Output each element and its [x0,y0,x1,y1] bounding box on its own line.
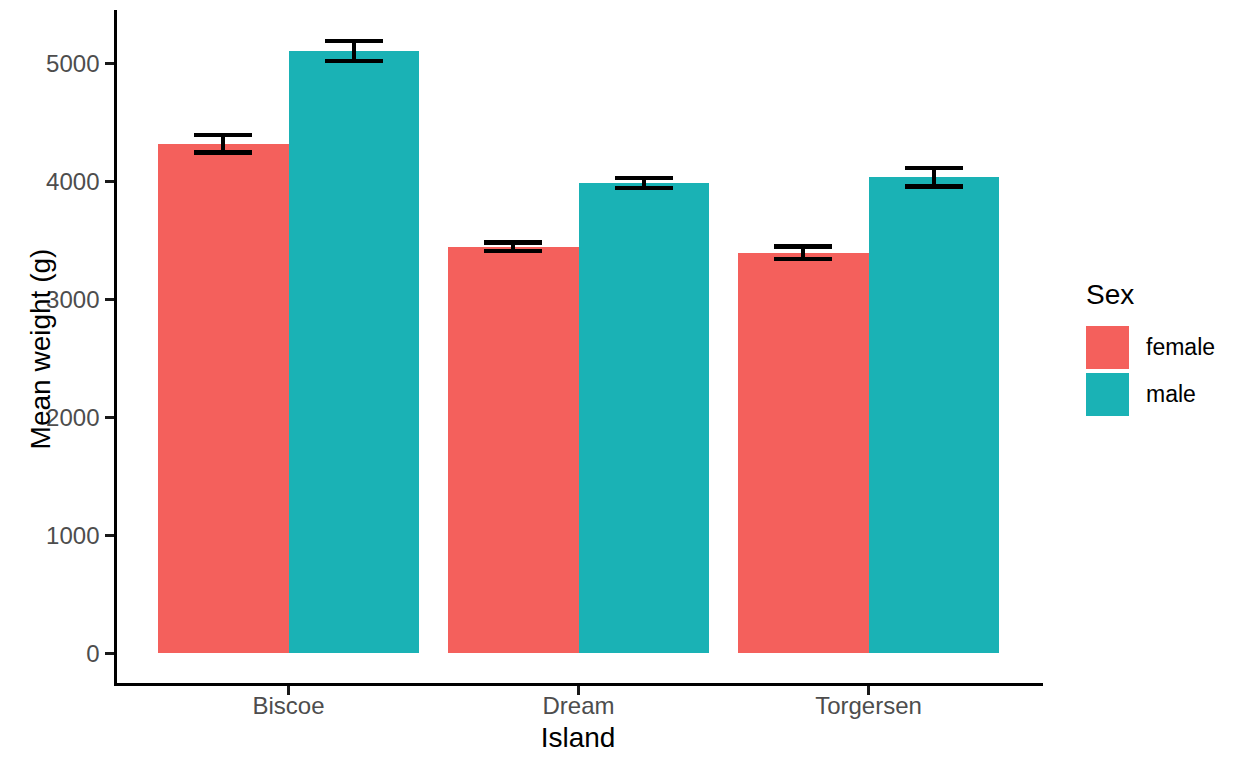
x-axis-line [114,683,1044,686]
errorbar-cap-torgersen-male [905,166,963,171]
bar-torgersen-female [738,253,869,654]
legend-label-female: female [1146,334,1215,361]
legend-swatch-female [1086,326,1129,369]
y-tick-mark [105,180,114,183]
y-axis-title: Mean weight (g) [25,234,57,464]
legend-item-female: female [1086,326,1248,369]
legend-item-male: male [1086,373,1248,416]
y-axis-line [114,10,117,686]
y-tick-label-0: 0 [28,642,100,666]
errorbar-cap-dream-female [484,240,542,245]
errorbar-cap-torgersen-male [905,184,963,189]
bar-torgersen-male [869,177,1000,653]
x-tick-label-torgersen: Torgersen [769,694,969,718]
y-tick-mark [105,534,114,537]
y-tick-mark [105,62,114,65]
y-tick-label-5000: 5000 [28,52,100,76]
errorbar-cap-torgersen-female [774,244,832,249]
legend-title: Sex [1086,279,1248,311]
y-tick-label-4000: 4000 [28,170,100,194]
x-tick-label-biscoe: Biscoe [189,694,389,718]
grouped-bar-chart: BiscoeDreamTorgersen01000200030004000500… [0,0,1248,768]
y-tick-mark [105,416,114,419]
errorbar-cap-biscoe-female [194,133,252,138]
errorbar-cap-biscoe-male [325,59,383,64]
legend-swatch-male [1086,373,1129,416]
errorbar-cap-biscoe-female [194,150,252,155]
bar-dream-female [448,247,579,654]
errorbar-cap-torgersen-female [774,257,832,262]
legend-label-male: male [1146,381,1196,408]
y-tick-label-1000: 1000 [28,524,100,548]
bar-dream-male [579,183,710,653]
bar-biscoe-male [289,51,420,653]
errorbar-cap-dream-female [484,249,542,254]
y-tick-mark [105,298,114,301]
x-tick-label-dream: Dream [479,694,679,718]
errorbar-cap-biscoe-male [325,39,383,44]
errorbar-cap-dream-male [615,176,673,181]
legend: Sex female male [1086,279,1248,420]
x-axis-title: Island [478,722,678,754]
errorbar-cap-dream-male [615,186,673,191]
plot-panel: BiscoeDreamTorgersen01000200030004000500… [0,0,1248,768]
y-tick-mark [105,652,114,655]
bar-biscoe-female [158,144,289,654]
